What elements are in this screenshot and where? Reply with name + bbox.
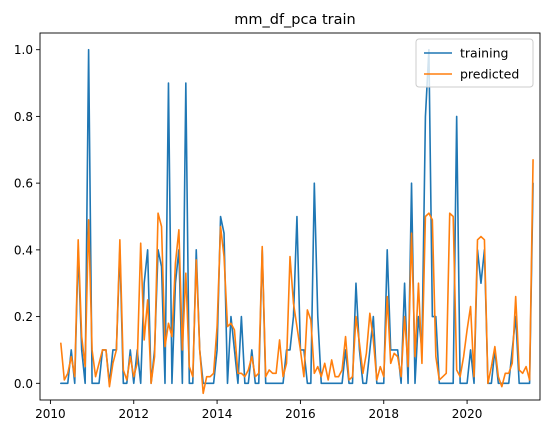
y-tick-label: 0.0: [14, 377, 33, 391]
axes-frame: [39, 32, 541, 401]
legend-label-predicted: predicted: [460, 67, 519, 82]
y-tick-label: 1.0: [14, 43, 33, 57]
x-tick-label: 2020: [452, 407, 483, 421]
y-tick-label: 0.6: [14, 177, 33, 191]
x-tick-label: 2012: [118, 407, 149, 421]
x-tick-label: 2010: [35, 407, 66, 421]
legend: training predicted: [415, 38, 534, 88]
y-tick-label: 0.2: [14, 310, 33, 324]
x-tick-label: 2018: [368, 407, 399, 421]
x-tick-label: 2016: [285, 407, 316, 421]
y-tick-label: 0.4: [14, 243, 33, 257]
x-tick-label: 2014: [202, 407, 233, 421]
y-tick-label: 0.8: [14, 110, 33, 124]
series-line-predicted: [60, 158, 534, 395]
y-axis-ticks: 0.0 0.2 0.4 0.6 0.8 1.0: [14, 43, 40, 391]
axes-spines: [39, 32, 541, 401]
chart-title: mm_df_pca train: [234, 12, 355, 28]
series-lines: [60, 48, 534, 395]
x-axis-ticks: 2010 2012 2014 2016 2018 2020: [35, 400, 482, 421]
legend-label-training: training: [460, 46, 508, 61]
legend-box: [415, 38, 534, 88]
